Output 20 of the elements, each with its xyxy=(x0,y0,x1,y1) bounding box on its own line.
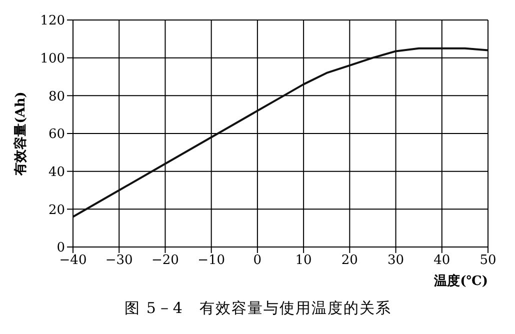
x-tick-label: −20 xyxy=(152,253,179,268)
y-tick-label: 40 xyxy=(48,164,65,180)
text: 图 5－4 有效容量与使用温度的关系 xyxy=(124,299,392,318)
x-tick-label: 50 xyxy=(480,253,496,268)
y-tick-label: 80 xyxy=(48,89,65,104)
y-tick-label: 120 xyxy=(40,14,65,29)
x-tick-label: 0 xyxy=(253,253,262,268)
x-tick-label: 10 xyxy=(295,253,312,268)
x-tick-label: 20 xyxy=(341,253,358,268)
y-tick-label: 60 xyxy=(48,127,65,142)
x-tick-label: −30 xyxy=(105,253,133,268)
x-tick-label: 40 xyxy=(434,253,450,268)
y-tick-label: 0 xyxy=(56,240,65,256)
x-tick-label: −40 xyxy=(59,253,87,268)
x-tick-label: 30 xyxy=(388,253,404,268)
x-axis-title: 温度(℃) xyxy=(433,273,488,289)
y-tick-label: 20 xyxy=(48,202,65,218)
y-tick-label: 100 xyxy=(40,51,65,66)
x-tick-label: −10 xyxy=(198,253,226,268)
y-axis-title: 有效容量(Ah) xyxy=(12,92,29,176)
